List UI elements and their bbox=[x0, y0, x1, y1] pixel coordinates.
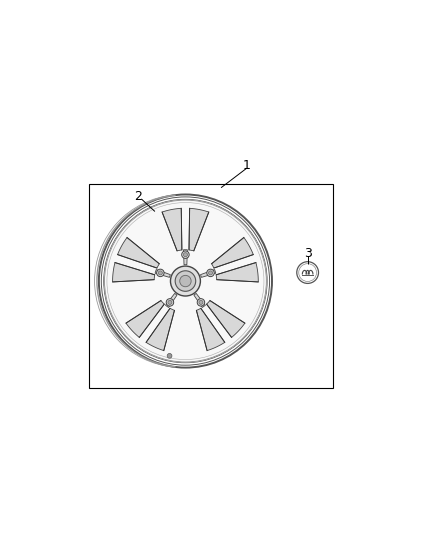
Polygon shape bbox=[113, 263, 155, 282]
Bar bbox=[88, 184, 333, 388]
Circle shape bbox=[157, 269, 164, 277]
Polygon shape bbox=[162, 208, 182, 251]
Polygon shape bbox=[189, 208, 209, 251]
Circle shape bbox=[166, 298, 174, 306]
Circle shape bbox=[184, 253, 187, 257]
Circle shape bbox=[170, 266, 201, 296]
Polygon shape bbox=[126, 301, 164, 337]
Polygon shape bbox=[201, 270, 216, 277]
Circle shape bbox=[105, 200, 266, 362]
Polygon shape bbox=[146, 309, 174, 351]
Polygon shape bbox=[212, 238, 253, 268]
Circle shape bbox=[175, 271, 196, 292]
Text: 3: 3 bbox=[304, 247, 311, 261]
Circle shape bbox=[158, 271, 162, 275]
Circle shape bbox=[207, 269, 214, 277]
Text: 2: 2 bbox=[134, 190, 142, 203]
Circle shape bbox=[297, 262, 318, 284]
Polygon shape bbox=[196, 309, 225, 351]
Polygon shape bbox=[207, 301, 245, 337]
Polygon shape bbox=[117, 238, 159, 268]
Polygon shape bbox=[184, 250, 187, 265]
Polygon shape bbox=[216, 263, 258, 282]
Circle shape bbox=[208, 271, 212, 275]
Circle shape bbox=[167, 353, 172, 358]
Text: 1: 1 bbox=[243, 159, 251, 172]
Polygon shape bbox=[166, 294, 177, 308]
Circle shape bbox=[180, 276, 191, 287]
Polygon shape bbox=[155, 270, 170, 277]
Circle shape bbox=[182, 251, 189, 259]
Circle shape bbox=[199, 301, 203, 304]
Circle shape bbox=[197, 298, 205, 306]
Polygon shape bbox=[194, 294, 205, 308]
Circle shape bbox=[168, 301, 172, 304]
